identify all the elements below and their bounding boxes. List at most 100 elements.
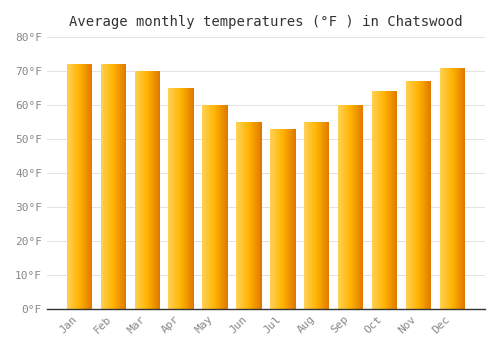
Bar — [251, 122, 252, 309]
Bar — [458, 68, 460, 309]
Bar — [424, 81, 425, 309]
Bar — [338, 105, 339, 309]
Bar — [321, 122, 322, 309]
Bar — [178, 88, 180, 309]
Bar — [455, 68, 456, 309]
Bar — [322, 122, 323, 309]
Bar — [107, 64, 108, 309]
Bar — [134, 71, 135, 309]
Bar — [343, 105, 344, 309]
Bar — [184, 88, 185, 309]
Bar — [283, 129, 284, 309]
Bar — [420, 81, 421, 309]
Bar — [119, 64, 120, 309]
Bar — [252, 122, 253, 309]
Bar — [356, 105, 357, 309]
Bar — [125, 64, 126, 309]
Bar — [313, 122, 314, 309]
Bar — [374, 91, 375, 309]
Bar — [72, 64, 73, 309]
Bar — [187, 88, 188, 309]
Bar — [158, 71, 160, 309]
Bar — [168, 88, 169, 309]
Bar — [284, 129, 285, 309]
Bar — [80, 64, 81, 309]
Bar — [270, 129, 271, 309]
Bar — [215, 105, 216, 309]
Bar — [226, 105, 227, 309]
Bar — [416, 81, 417, 309]
Bar — [451, 68, 452, 309]
Bar — [86, 64, 87, 309]
Bar — [380, 91, 381, 309]
Bar — [426, 81, 428, 309]
Bar — [180, 88, 181, 309]
Bar — [327, 122, 328, 309]
Bar — [357, 105, 358, 309]
Bar — [112, 64, 113, 309]
Bar — [91, 64, 92, 309]
Bar — [342, 105, 343, 309]
Bar — [74, 64, 75, 309]
Bar — [144, 71, 146, 309]
Bar — [247, 122, 248, 309]
Bar — [245, 122, 246, 309]
Bar — [87, 64, 88, 309]
Bar — [173, 88, 174, 309]
Bar — [239, 122, 240, 309]
Bar — [381, 91, 382, 309]
Bar — [189, 88, 190, 309]
Bar — [204, 105, 205, 309]
Bar — [192, 88, 194, 309]
Bar — [329, 122, 330, 309]
Bar — [290, 129, 291, 309]
Bar — [413, 81, 414, 309]
Bar — [430, 81, 431, 309]
Bar — [359, 105, 360, 309]
Bar — [324, 122, 325, 309]
Bar — [453, 68, 454, 309]
Bar — [289, 129, 290, 309]
Bar — [122, 64, 123, 309]
Bar — [407, 81, 408, 309]
Bar — [277, 129, 278, 309]
Bar — [137, 71, 138, 309]
Bar — [79, 64, 80, 309]
Bar — [308, 122, 309, 309]
Bar — [375, 91, 376, 309]
Bar — [421, 81, 422, 309]
Bar — [218, 105, 219, 309]
Bar — [446, 68, 448, 309]
Bar — [102, 64, 103, 309]
Bar — [256, 122, 257, 309]
Bar — [291, 129, 292, 309]
Bar — [282, 129, 283, 309]
Bar — [339, 105, 340, 309]
Bar — [121, 64, 122, 309]
Bar — [246, 122, 247, 309]
Bar — [272, 129, 274, 309]
Bar — [213, 105, 214, 309]
Bar — [463, 68, 464, 309]
Bar — [355, 105, 356, 309]
Bar — [372, 91, 373, 309]
Bar — [100, 64, 102, 309]
Bar — [412, 81, 413, 309]
Bar — [428, 81, 430, 309]
Bar — [360, 105, 361, 309]
Bar — [309, 122, 310, 309]
Bar — [85, 64, 86, 309]
Bar — [81, 64, 82, 309]
Bar — [73, 64, 74, 309]
Bar — [392, 91, 393, 309]
Bar — [258, 122, 259, 309]
Bar — [71, 64, 72, 309]
Bar — [378, 91, 379, 309]
Bar — [260, 122, 261, 309]
Bar — [449, 68, 450, 309]
Bar — [84, 64, 85, 309]
Bar — [236, 122, 237, 309]
Bar — [176, 88, 178, 309]
Bar — [88, 64, 89, 309]
Bar — [442, 68, 443, 309]
